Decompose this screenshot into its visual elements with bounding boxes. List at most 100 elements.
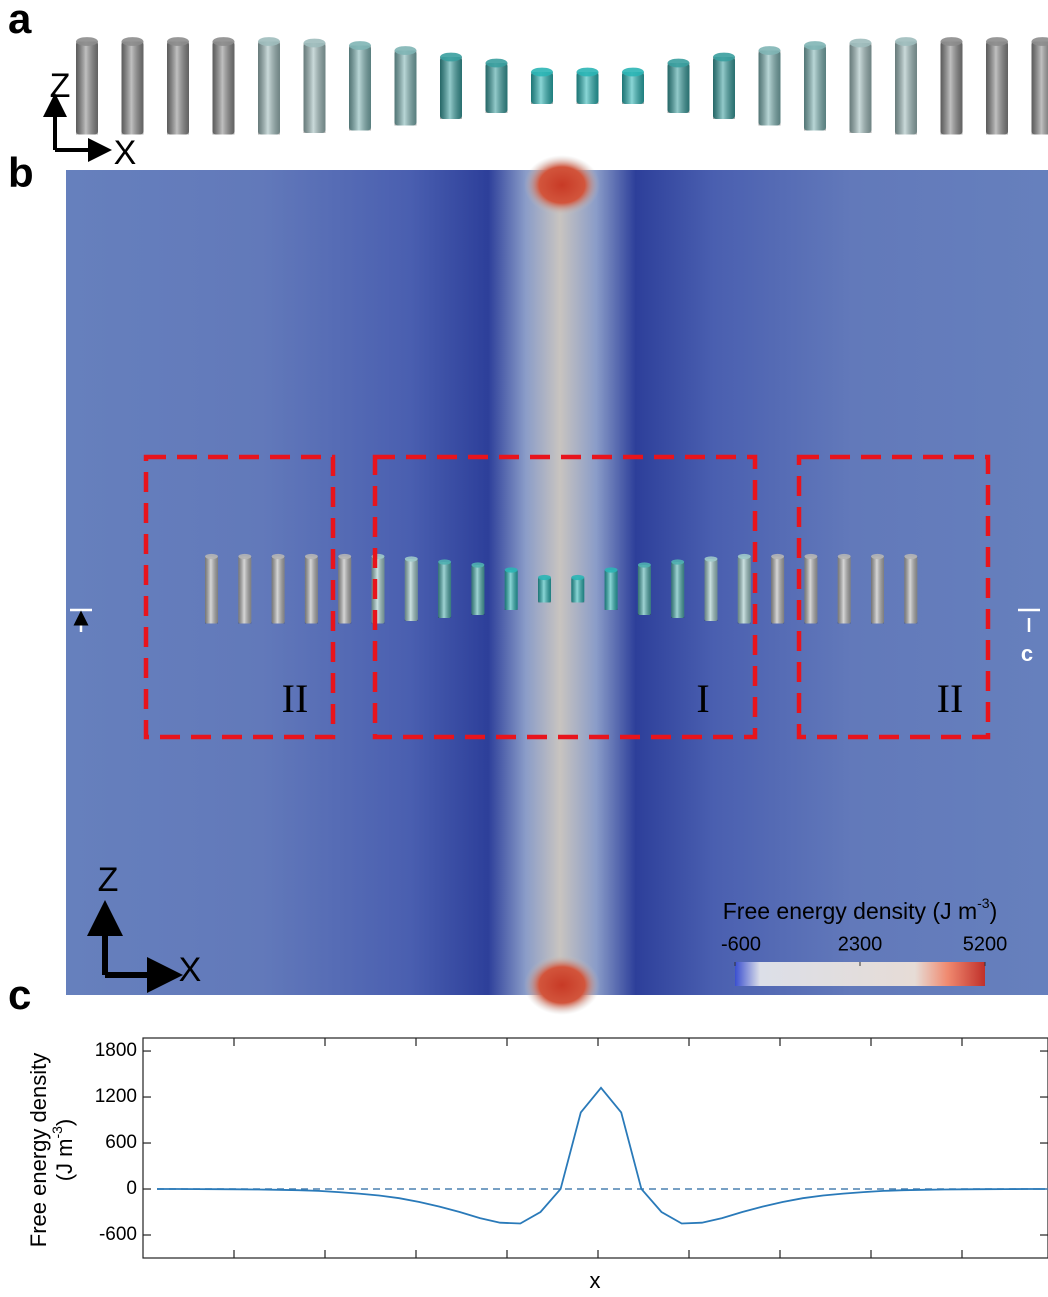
cylinder-cap (771, 554, 784, 559)
cylinder-shade (213, 42, 235, 135)
cylinder-shade (804, 46, 826, 131)
cylinder-cap (167, 37, 189, 46)
cut-label: c (1021, 641, 1033, 666)
colorbar-tick-label: 5200 (963, 933, 1008, 955)
cylinder-cap (338, 554, 351, 559)
y-tick-label: -600 (99, 1224, 137, 1245)
cylinder-shade (571, 578, 584, 603)
hot-spot (524, 955, 600, 1015)
cylinder-shade (622, 72, 644, 104)
cylinder-shade (349, 46, 371, 131)
cylinder-cap (638, 562, 651, 567)
colorbar-tick-label: 2300 (838, 933, 883, 955)
cylinder-shade (395, 51, 417, 126)
cylinder-shade (304, 43, 326, 133)
cylinder-cap (538, 575, 551, 580)
y-axis-label-text: (J m (52, 1139, 77, 1182)
y-axis-label: Free energy density (26, 1053, 51, 1247)
colorbar-title-text: Free energy density (J m (723, 898, 977, 924)
y-tick-label: 1200 (95, 1086, 137, 1107)
cylinder-shade (759, 51, 781, 126)
colorbar-title-end: ) (990, 898, 998, 924)
cylinder-cap (850, 39, 872, 48)
panel-label: a (8, 0, 32, 42)
cylinder-shade (238, 557, 251, 624)
cylinder-cap (258, 37, 280, 46)
cylinder-cap (622, 68, 644, 77)
axis-letter: Z (50, 67, 71, 105)
cylinder-cap (405, 556, 418, 561)
cylinder-shade (671, 562, 684, 618)
cylinder-shade (605, 570, 618, 610)
cylinder-shade (258, 42, 280, 135)
panel-b: b II I II c Z X Free energy density (J m… (8, 149, 1048, 1015)
cylinder-shade (205, 557, 218, 624)
cylinder-shade (122, 42, 144, 135)
cylinder-shade (705, 559, 718, 621)
cylinder-cap (305, 554, 318, 559)
cylinder-shade (538, 578, 551, 603)
cylinder-cap (605, 567, 618, 572)
cylinder-cap (705, 556, 718, 561)
cylinder-shade (486, 63, 508, 113)
cylinder-shade (771, 557, 784, 624)
y-tick-label: 1800 (95, 1040, 137, 1061)
cylinder-cap (395, 46, 417, 55)
cylinder-shade (338, 557, 351, 624)
cylinder-cap (904, 554, 917, 559)
y-axis-label: (J m-3) (49, 1119, 77, 1182)
cylinder-cap (76, 37, 98, 46)
cylinder-cap (871, 554, 884, 559)
cylinder-cap (531, 68, 553, 77)
cylinder-shade (713, 57, 735, 119)
cylinder-shade (272, 557, 285, 624)
cylinder-cap (349, 41, 371, 50)
cylinder-shade (850, 43, 872, 133)
colorbar-title: Free energy density (J m-3) (723, 895, 998, 924)
cylinder-cap (438, 559, 451, 564)
cylinder-cap (122, 37, 144, 46)
cylinder-shade (871, 557, 884, 624)
cylinder-shade (440, 57, 462, 119)
cylinder-cap (205, 554, 218, 559)
cylinder-cap (577, 68, 599, 77)
cylinder-cap (759, 46, 781, 55)
cylinder-shade (904, 557, 917, 624)
cylinder-shade (405, 559, 418, 621)
colorbar-tick-label: -600 (721, 933, 761, 955)
cylinder-cap (440, 53, 462, 62)
panel-a: a Z X (8, 0, 1048, 172)
cylinder-shade (668, 63, 690, 113)
cylinder-cap (838, 554, 851, 559)
y-tick-label: 600 (105, 1132, 137, 1153)
cylinder-shade (76, 42, 98, 135)
cylinder-cap (213, 37, 235, 46)
cylinder-cap (304, 39, 326, 48)
cylinder-cap (713, 53, 735, 62)
cylinder-shade (167, 42, 189, 135)
cylinder-shade (505, 570, 518, 610)
cylinder-cap (238, 554, 251, 559)
region-label: I (696, 676, 709, 721)
cylinder-shade (838, 557, 851, 624)
cylinder-shade (895, 42, 917, 135)
cylinder-cap (986, 37, 1008, 46)
y-tick-label: 0 (126, 1178, 137, 1199)
cylinder-cap (272, 554, 285, 559)
cylinder-shade (986, 42, 1008, 135)
cylinder-cap (941, 37, 963, 46)
cylinder-shade (1032, 42, 1048, 135)
cylinder-shade (941, 42, 963, 135)
cylinder-cap (486, 59, 508, 68)
cylinder-cap (471, 562, 484, 567)
cylinder-cap (738, 554, 751, 559)
cylinder-cap (895, 37, 917, 46)
series-line (157, 1088, 1045, 1224)
y-axis-label-end: ) (52, 1119, 77, 1126)
x-axis-label: x (590, 1268, 601, 1292)
region-label: II (937, 676, 964, 721)
cylinder-shade (531, 72, 553, 104)
cylinder-shade (738, 557, 751, 624)
